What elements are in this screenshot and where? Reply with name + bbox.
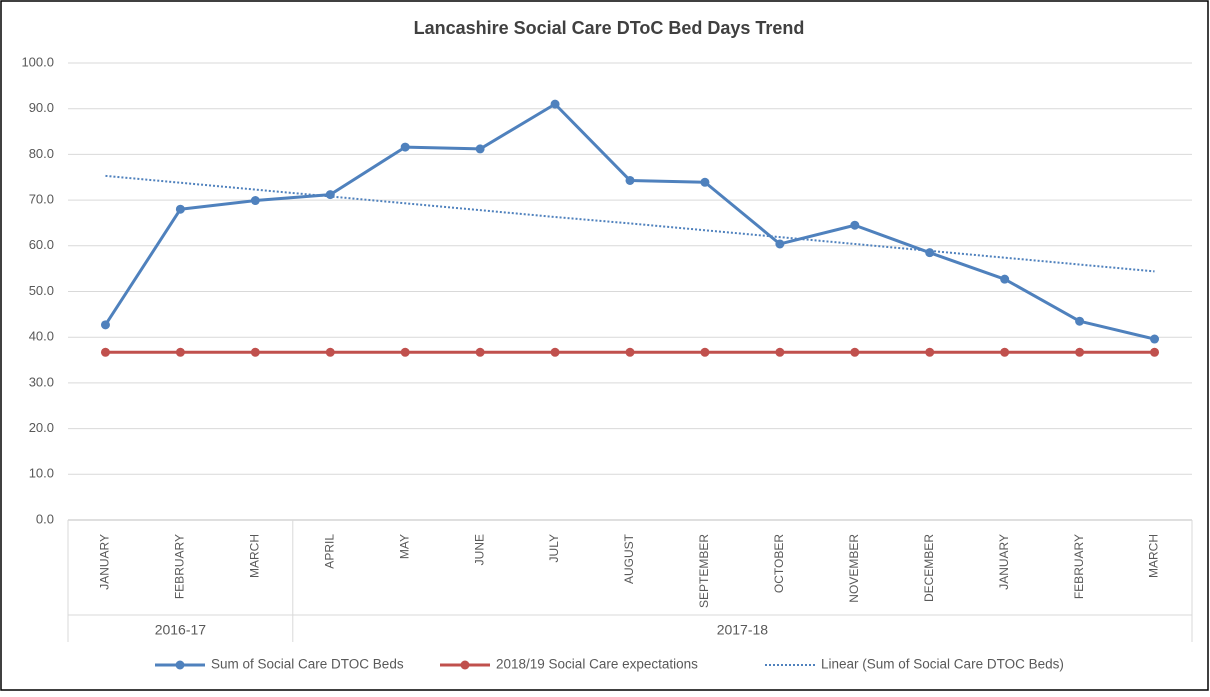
trend-line (105, 174, 1155, 273)
data-point (550, 99, 560, 109)
y-tick-label: 50.0 (29, 283, 54, 298)
data-point (475, 144, 485, 154)
x-tick-label: FEBRUARY (1072, 534, 1086, 599)
y-tick-label: 90.0 (29, 100, 54, 115)
data-point (1075, 316, 1085, 326)
x-tick-label: NOVEMBER (847, 534, 861, 603)
y-tick-label: 100.0 (21, 54, 54, 69)
x-tick-label: APRIL (322, 534, 336, 569)
data-point (775, 239, 785, 249)
data-point (175, 204, 185, 214)
x-tick-label: JANUARY (98, 534, 112, 590)
data-point (850, 347, 860, 357)
x-tick-label: AUGUST (622, 533, 636, 584)
data-point (550, 347, 560, 357)
data-point (100, 347, 110, 357)
data-point (1150, 334, 1160, 344)
y-tick-label: 70.0 (29, 192, 54, 207)
chart-title: Lancashire Social Care DToC Bed Days Tre… (414, 18, 805, 38)
data-point (475, 347, 485, 357)
data-point (700, 347, 710, 357)
y-tick-label: 40.0 (29, 329, 54, 344)
data-point (1000, 274, 1010, 284)
legend-label: Sum of Social Care DTOC Beds (211, 657, 404, 672)
data-point (325, 190, 335, 200)
data-point (175, 347, 185, 357)
x-tick-label: MARCH (248, 534, 262, 578)
y-tick-label: 10.0 (29, 466, 54, 481)
data-point (925, 248, 935, 258)
data-point (1075, 347, 1085, 357)
x-tick-label: MARCH (1147, 534, 1161, 578)
legend-label: 2018/19 Social Care expectations (496, 657, 698, 672)
data-point (625, 175, 635, 185)
data-point (775, 347, 785, 357)
x-tick-label: DECEMBER (922, 534, 936, 602)
group-label: 2017-18 (717, 622, 769, 638)
data-point (850, 220, 860, 230)
legend-label: Linear (Sum of Social Care DTOC Beds) (821, 657, 1064, 672)
data-point (100, 320, 110, 330)
data-point (700, 177, 710, 187)
legend-marker (460, 660, 470, 670)
x-tick-label: SEPTEMBER (697, 534, 711, 608)
y-tick-label: 60.0 (29, 237, 54, 252)
data-point (250, 196, 260, 206)
y-tick-label: 20.0 (29, 420, 54, 435)
data-point (925, 347, 935, 357)
y-tick-label: 80.0 (29, 146, 54, 161)
x-tick-label: JULY (547, 534, 561, 562)
data-point (625, 347, 635, 357)
data-point (400, 347, 410, 357)
x-tick-label: MAY (397, 534, 411, 559)
y-tick-label: 30.0 (29, 374, 54, 389)
legend-marker (175, 660, 185, 670)
data-point (250, 347, 260, 357)
x-tick-label: JANUARY (997, 534, 1011, 590)
x-tick-label: OCTOBER (772, 534, 786, 593)
data-point (1150, 347, 1160, 357)
data-point (325, 347, 335, 357)
data-point (400, 142, 410, 152)
x-tick-label: FEBRUARY (173, 534, 187, 599)
y-tick-label: 0.0 (36, 511, 54, 526)
group-label: 2016-17 (155, 622, 207, 638)
x-tick-label: JUNE (472, 534, 486, 565)
data-point (1000, 347, 1010, 357)
